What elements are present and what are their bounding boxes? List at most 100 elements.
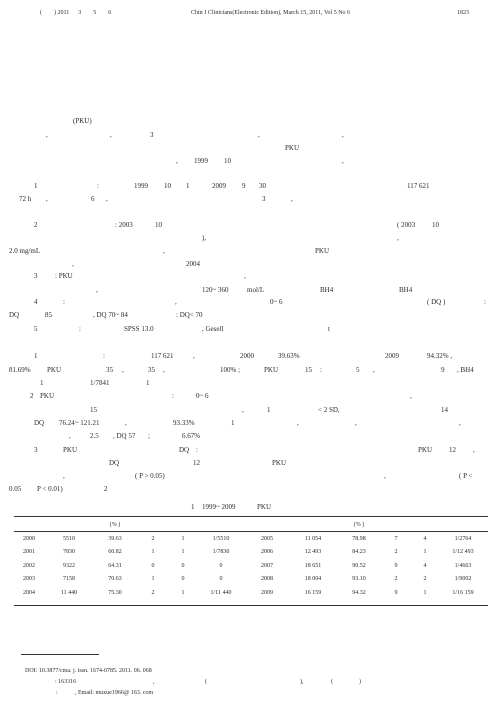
text-fragment: :: [79, 325, 81, 333]
text-fragment: : PKU: [55, 272, 73, 280]
text-fragment: ,: [373, 366, 375, 374]
text-fragment: BH4: [399, 286, 413, 294]
email-line: , Email: muxue1966@ 163. com: [75, 690, 154, 696]
text-fragment: :: [56, 690, 58, 696]
cell-year: 2004: [23, 589, 35, 596]
cell-screened: 7158: [63, 576, 75, 583]
table-row: 2002 9322 64.31 0 0 0 2007 18 651 90.52 …: [14, 559, 488, 573]
cell-coverage: 84.23: [352, 549, 366, 556]
cell-count: 1: [423, 549, 427, 556]
text-fragment: ,: [163, 247, 165, 255]
text-fragment: DQ: [34, 419, 45, 427]
cell-count: 2: [151, 535, 155, 542]
cell-incidence: 0: [219, 562, 223, 569]
text-fragment: ,: [459, 419, 461, 427]
text-fragment: 76.24~ 121.21: [59, 419, 100, 427]
text-fragment: DQ: [179, 446, 190, 454]
cell-count: 1: [181, 549, 185, 556]
text-fragment: DQ: [109, 459, 120, 467]
text-fragment: 35: [106, 366, 113, 374]
cell-count: 1: [151, 576, 155, 583]
data-table: (% ) (% ) 2000 5510 39.63 2 1 1/5510 200…: [14, 518, 488, 600]
text-fragment: 0.05: [9, 485, 22, 493]
text-fragment: ,: [69, 432, 71, 440]
text-fragment: 3: [150, 131, 154, 139]
text-fragment: :: [320, 366, 322, 374]
text-fragment: ,: [46, 195, 48, 203]
text-fragment: ,: [342, 157, 344, 165]
text-fragment: ,: [410, 392, 412, 400]
text-fragment: ,: [355, 419, 357, 427]
text-fragment: PKU: [418, 446, 433, 454]
text-fragment: ,: [291, 195, 293, 203]
cell-coverage: 90.52: [352, 562, 366, 569]
text-fragment: 15: [305, 366, 312, 374]
abbr-pku: (PKU): [73, 117, 92, 125]
text-fragment: 1: [146, 379, 150, 387]
text-fragment: ,: [63, 472, 65, 480]
cell-count: 1: [423, 589, 427, 596]
table-caption-years: 1999~ 2009: [202, 503, 236, 511]
text-fragment: 2009: [212, 182, 226, 190]
text-fragment: : 2003: [115, 221, 133, 229]
table-top-rule: [14, 516, 488, 517]
text-fragment: 0~ 6: [196, 392, 209, 400]
cell-incidence: 1/5510: [212, 535, 230, 542]
cell-count: 2: [423, 576, 427, 583]
text-fragment: 9: [441, 366, 445, 374]
text-fragment: :: [97, 182, 99, 190]
cell-screened: 9322: [63, 562, 75, 569]
text-fragment: 1: [267, 406, 271, 414]
cell-incidence: 1/7830: [212, 549, 230, 556]
text-fragment: 1: [40, 379, 44, 387]
text-fragment: 81.69%: [9, 366, 31, 374]
text-fragment: 5: [356, 366, 360, 374]
text-fragment: 2009: [385, 352, 399, 360]
text-fragment: ),: [300, 679, 304, 685]
text-fragment: ,: [122, 366, 124, 374]
text-fragment: ,: [297, 419, 299, 427]
text-fragment: 93.33%: [173, 419, 195, 427]
cell-year: 2001: [23, 549, 35, 556]
cell-screened: 12 493: [304, 549, 322, 556]
cell-coverage: 64.31: [108, 562, 122, 569]
text-fragment: 12: [193, 459, 200, 467]
section-number: 4: [34, 298, 38, 306]
cell-count: 0: [181, 576, 185, 583]
text-fragment: 1999: [134, 182, 148, 190]
text-fragment: 14: [441, 406, 448, 414]
table-row: 2000 5510 39.63 2 1 1/5510 2005 11 054 7…: [14, 532, 488, 546]
text-fragment: ,: [72, 260, 74, 268]
section-number: 1: [34, 352, 38, 360]
text-fragment: ,: [163, 366, 165, 374]
text-fragment: BH4: [320, 286, 334, 294]
cell-incidence: 1/9002: [454, 576, 472, 583]
table-bottom-rule: [14, 605, 488, 606]
cell-coverage: 75.30: [108, 589, 122, 596]
text-fragment: ,: [384, 472, 386, 480]
text-fragment: (: [331, 679, 333, 685]
text-fragment: 2004: [186, 260, 200, 268]
text-fragment: 2: [104, 485, 108, 493]
section-number: 5: [34, 325, 38, 333]
header-journal: Chin J Clinicians(Electronic Edition), M…: [191, 10, 351, 16]
text-fragment: 0~ 6: [270, 298, 283, 306]
text-fragment: ),: [202, 234, 207, 242]
cell-year: 2006: [261, 549, 273, 556]
cell-screened: 16 159: [304, 589, 322, 596]
cell-count: 2: [394, 549, 398, 556]
cell-coverage: 70.63: [108, 576, 122, 583]
text-fragment: , DQ 57: [113, 432, 136, 440]
text-fragment: ,: [176, 157, 178, 165]
text-fragment: (: [205, 679, 207, 685]
text-fragment: 6.67%: [182, 432, 201, 440]
text-fragment: ;: [148, 432, 150, 440]
text-fragment: 117 621: [151, 352, 174, 360]
text-fragment: ,: [106, 195, 108, 203]
text-fragment: PKU: [315, 247, 330, 255]
text-fragment: ): [359, 679, 361, 685]
text-fragment: DQ: [9, 311, 20, 319]
cell-year: 2007: [261, 562, 273, 569]
text-fragment: 94.32% ,: [427, 352, 453, 360]
cell-screened: 18 004: [304, 576, 322, 583]
